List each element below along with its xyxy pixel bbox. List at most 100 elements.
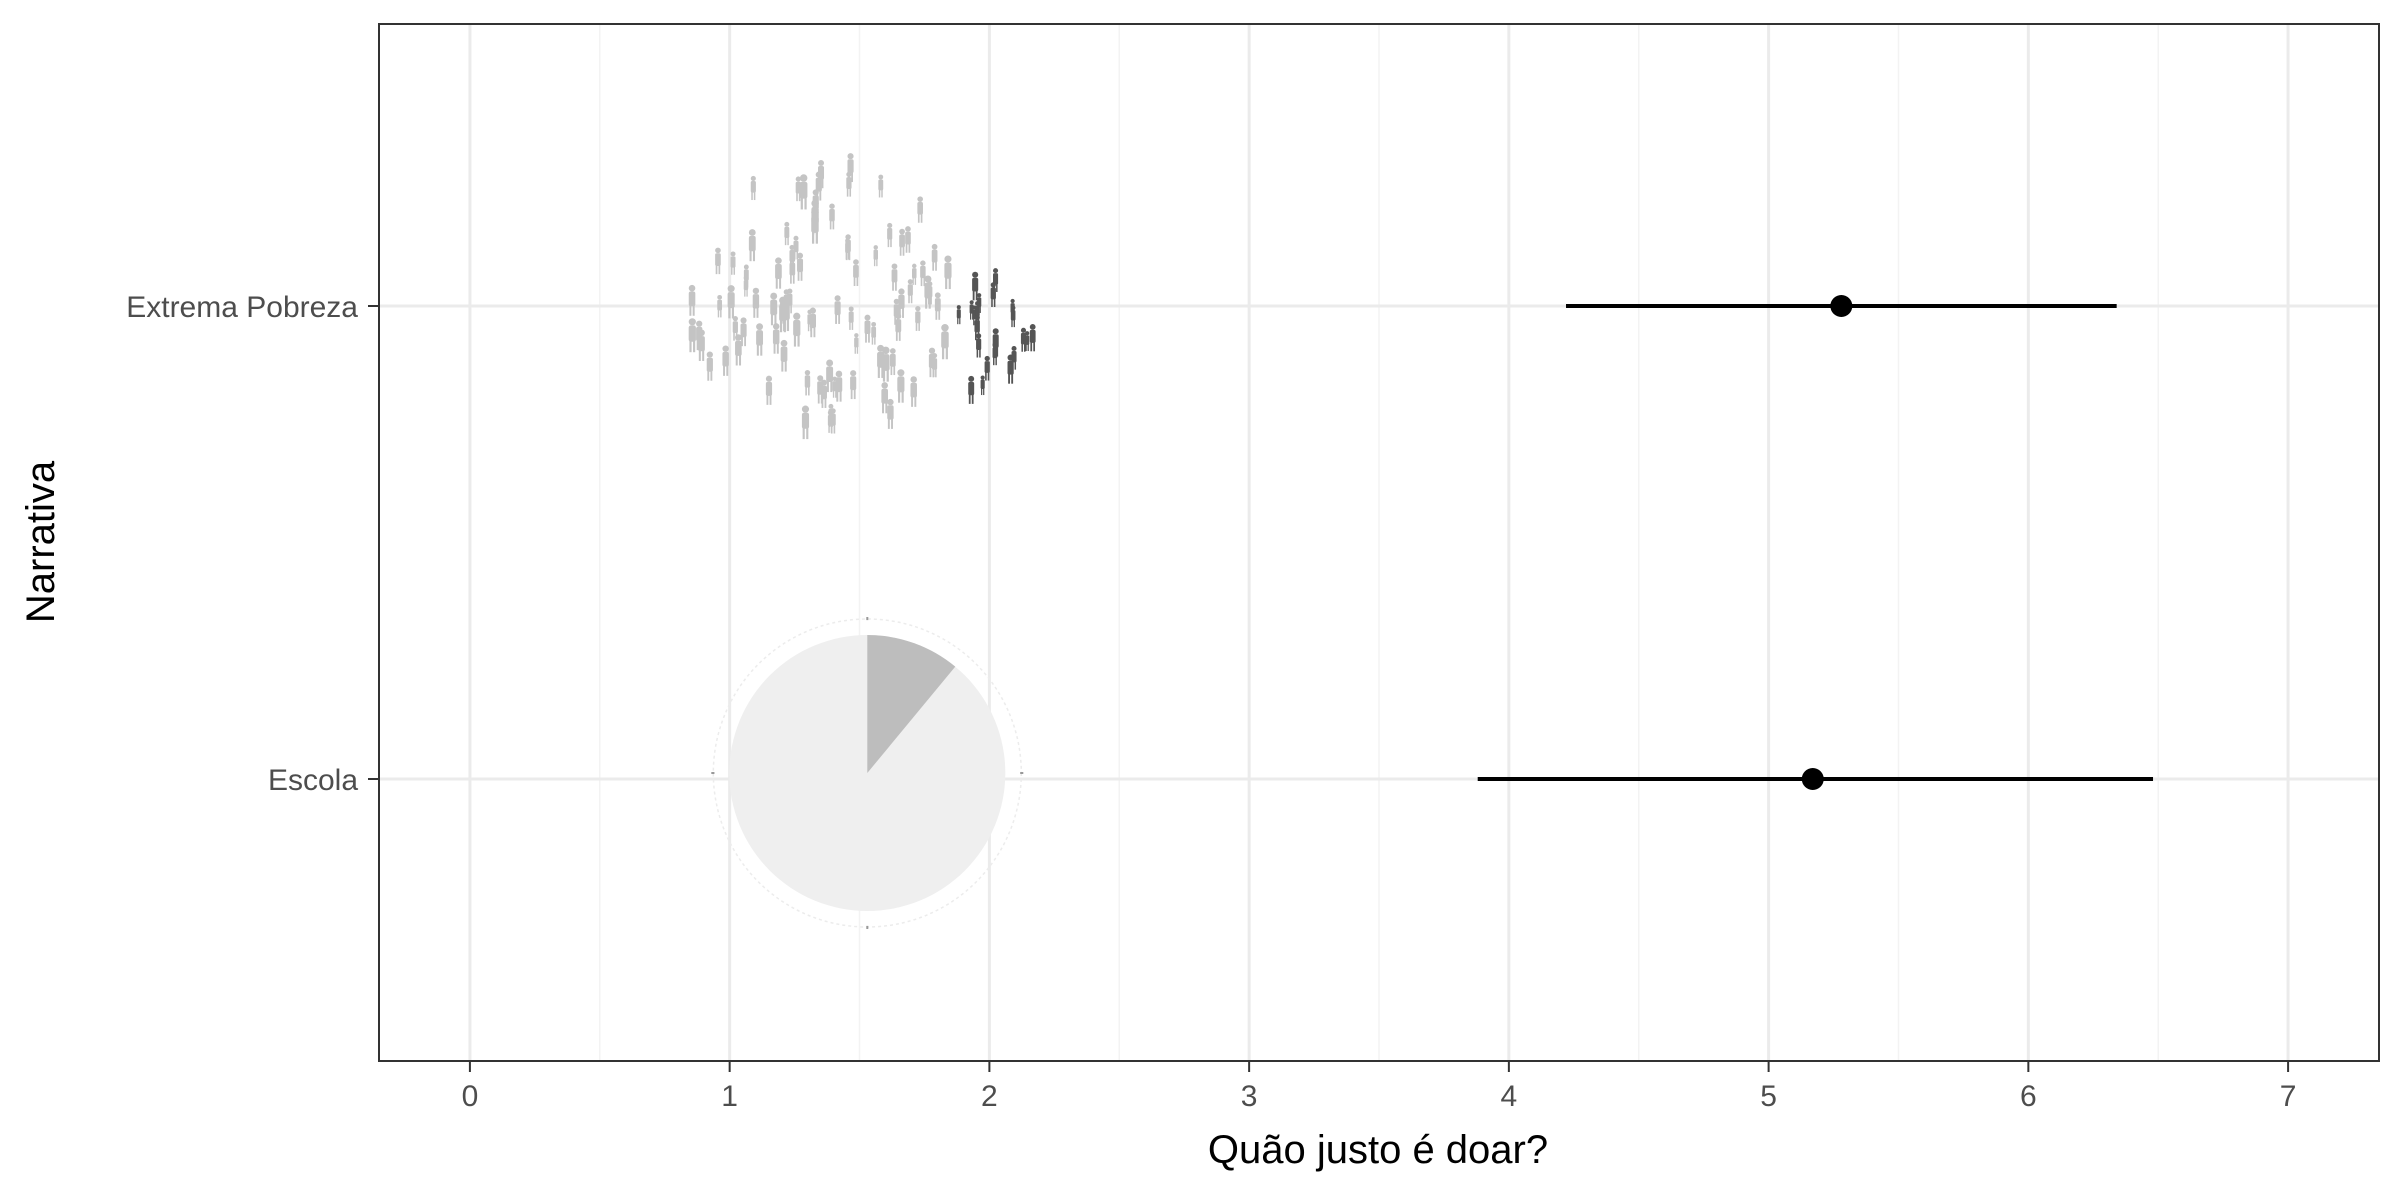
person-silhouette-head	[877, 344, 885, 352]
person-silhouette-leg	[930, 296, 932, 305]
person-silhouette-leg	[741, 336, 743, 347]
person-silhouette-leg	[753, 191, 756, 201]
mean-point	[1801, 768, 1824, 790]
person-silhouette-leg	[928, 297, 931, 309]
person-silhouette-leg	[932, 261, 935, 271]
person-silhouette-leg	[887, 238, 890, 248]
person-silhouette-leg	[821, 178, 824, 189]
person-silhouette-head	[772, 323, 780, 330]
pie-illustration	[711, 617, 1024, 929]
person-silhouette-head	[969, 300, 974, 305]
grid-minor	[599, 24, 2159, 1061]
person-silhouette-leg	[1021, 343, 1023, 352]
person-silhouette-leg	[902, 246, 905, 256]
person-silhouette-leg	[779, 320, 783, 333]
person-silhouette-leg	[756, 344, 759, 356]
person-silhouette-body	[912, 268, 917, 279]
x-tick-label: 7	[2280, 1080, 2297, 1113]
person-silhouette-leg	[895, 331, 898, 341]
person-silhouette-leg	[793, 335, 797, 347]
person-silhouette-leg	[935, 261, 937, 271]
person-silhouette-head	[847, 153, 854, 160]
person-silhouette-leg	[893, 365, 896, 376]
person-silhouette-leg	[935, 369, 937, 378]
person-silhouette-body	[775, 264, 782, 280]
person-silhouette-body	[992, 334, 999, 348]
person-silhouette-head	[898, 288, 905, 295]
person-silhouette-leg	[1013, 319, 1015, 328]
person-silhouette-leg	[839, 391, 842, 402]
person-silhouette-head	[910, 376, 917, 383]
person-silhouette-leg	[850, 389, 853, 400]
person-silhouette-leg	[902, 307, 904, 318]
person-silhouette-body	[765, 381, 773, 396]
person-silhouette-leg	[845, 251, 848, 261]
person-silhouette-head	[1010, 298, 1015, 304]
person-silhouette-head	[706, 351, 713, 358]
person-silhouette-head	[748, 229, 756, 236]
person-silhouette-body	[993, 273, 999, 285]
person-silhouette-leg	[885, 402, 888, 414]
y-tick-label: Extrema Pobreza	[126, 291, 358, 324]
person-silhouette-body	[789, 262, 796, 276]
person-silhouette-leg	[826, 381, 829, 393]
person-silhouette-leg	[920, 277, 923, 287]
person-silhouette-body	[743, 280, 749, 291]
person-silhouette-leg	[796, 192, 798, 202]
person-silhouette-head	[889, 348, 896, 354]
x-tick-label: 1	[721, 1080, 738, 1113]
person-silhouette-leg	[811, 231, 815, 244]
person-silhouette-leg	[723, 365, 726, 376]
person-silhouette-head	[848, 306, 854, 312]
person-silhouette-head	[797, 252, 804, 259]
person-silhouette-leg	[975, 331, 977, 341]
person-silhouette-leg	[733, 266, 736, 275]
person-silhouette-body	[920, 265, 926, 279]
x-tick-label: 5	[1760, 1080, 1777, 1113]
person-silhouette-head	[782, 295, 790, 304]
person-silhouette-head	[804, 369, 811, 376]
person-silhouette-leg	[996, 283, 998, 292]
person-silhouette-leg	[833, 424, 836, 434]
person-silhouette-leg	[977, 315, 980, 324]
person-silhouette-leg	[783, 319, 786, 332]
person-silhouette-leg	[717, 309, 720, 318]
y-axis: Extrema Pobreza Escola	[126, 291, 379, 797]
person-silhouette-leg	[832, 220, 835, 230]
person-silhouette-head	[972, 271, 979, 278]
person-silhouette-leg	[710, 370, 713, 381]
person-silhouette-leg	[923, 277, 926, 287]
person-silhouette-leg	[824, 398, 827, 408]
person-silhouette-leg	[797, 271, 800, 281]
person-silhouette-head	[927, 281, 933, 287]
person-silhouette-body	[795, 181, 801, 194]
person-silhouette-leg	[874, 336, 876, 345]
person-silhouette-leg	[796, 251, 799, 260]
person-silhouette-head	[829, 203, 835, 209]
person-silhouette-leg	[993, 357, 995, 366]
x-tick-label: 4	[1501, 1080, 1518, 1113]
person-silhouette-body	[804, 375, 811, 388]
person-silhouette-body	[891, 269, 898, 283]
person-silhouette-leg	[776, 343, 779, 354]
person-silhouette-leg	[707, 370, 710, 381]
person-silhouette-head	[812, 189, 819, 196]
person-silhouette-head	[878, 174, 884, 180]
person-silhouette-head	[750, 175, 756, 182]
person-silhouette-leg	[731, 266, 733, 275]
person-silhouette-body	[730, 256, 736, 268]
person-silhouette-leg	[756, 307, 759, 318]
person-silhouette-head	[727, 285, 735, 293]
person-silhouette-leg	[812, 222, 815, 235]
panel-border	[378, 23, 2380, 1062]
person-silhouette-body	[832, 381, 837, 392]
person-silhouette-head	[956, 305, 961, 310]
person-silhouette-leg	[905, 243, 908, 253]
person-silhouette-head	[688, 318, 696, 326]
person-silhouette-leg	[938, 310, 941, 320]
person-silhouette-body	[931, 358, 938, 370]
person-silhouette-leg	[1011, 319, 1013, 328]
person-silhouette-leg	[693, 340, 696, 353]
person-silhouette-leg	[959, 317, 961, 325]
person-silhouette-body	[846, 177, 852, 189]
